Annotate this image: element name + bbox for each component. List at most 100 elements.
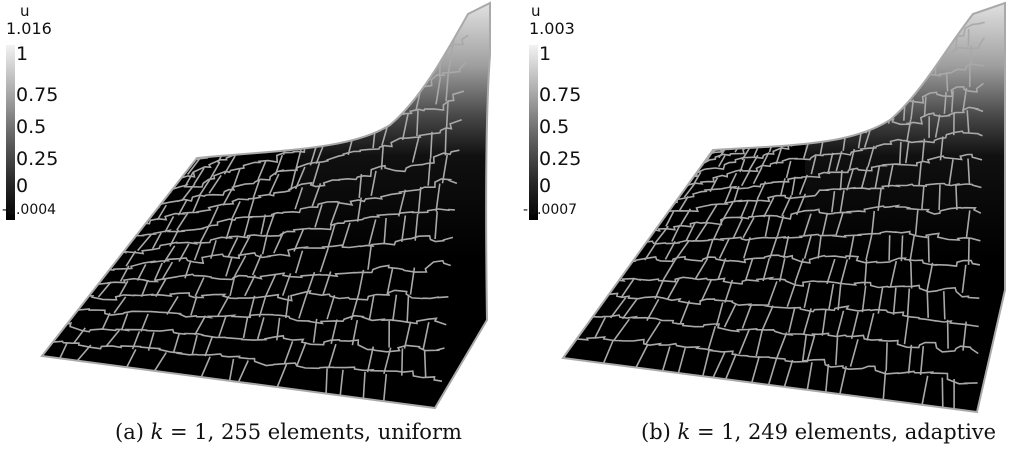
mesh-edge (386, 268, 394, 295)
mesh-edge (311, 183, 322, 207)
mesh-edge (644, 242, 657, 261)
mesh-edge (339, 369, 344, 396)
mesh-edge (309, 88, 318, 110)
mesh-edge (739, 158, 746, 173)
mesh-edge (848, 234, 855, 260)
mesh-edge (842, 80, 849, 94)
mesh-edge (97, 281, 112, 298)
mesh-edge (721, 202, 734, 221)
mesh-edge (918, 161, 922, 186)
mesh-edge (663, 258, 677, 280)
mesh-edge (882, 63, 889, 78)
mesh-edge (892, 287, 897, 315)
mesh-edge (871, 210, 876, 236)
mesh-edge (943, 291, 946, 320)
mesh-edge (961, 264, 967, 293)
mesh-edge (896, 58, 900, 72)
mesh-edge (723, 302, 737, 328)
mesh-edge (105, 329, 121, 348)
caption-text: , 255 elements, uniform (207, 420, 462, 444)
mesh-edge (406, 294, 410, 322)
mesh-edge (927, 235, 930, 263)
mesh-edge (330, 319, 338, 344)
mesh-edge (329, 201, 340, 226)
mesh-edge (252, 179, 261, 199)
mesh-edge (73, 327, 86, 344)
mesh-edge (914, 210, 919, 236)
mesh-edge (835, 104, 844, 121)
mesh-edge (806, 362, 813, 391)
mesh-edge (795, 193, 807, 216)
mesh-edge (200, 356, 211, 378)
mesh-edge (416, 110, 419, 137)
mesh-edge (395, 68, 403, 94)
mesh-edge (786, 281, 797, 307)
mesh-edge (273, 231, 285, 254)
mesh-edge (285, 295, 290, 319)
mesh-edge (397, 189, 407, 217)
mesh-edge (877, 187, 882, 211)
mesh-edge (172, 333, 180, 354)
colorbar-max: 1.016 (6, 19, 52, 38)
mesh-edge (602, 340, 614, 364)
mesh-edge (693, 171, 702, 185)
mesh-edge (718, 237, 731, 259)
mesh-edge (761, 305, 774, 331)
mesh-edge (733, 185, 740, 203)
mesh-edge (941, 377, 944, 408)
mesh-edge (909, 235, 915, 263)
mesh-edge (358, 174, 363, 198)
mesh-edge (263, 109, 276, 130)
mesh-edge (874, 165, 881, 189)
colorbar-tick: 0.25 (16, 148, 59, 170)
mesh-edge (802, 141, 810, 159)
mesh-edge (232, 168, 241, 187)
mesh-edge (923, 96, 927, 118)
mesh-edge (164, 216, 175, 233)
mesh-edge (681, 130, 983, 188)
mesh-edge (863, 95, 869, 113)
mesh-edge (193, 167, 205, 185)
mesh-edge (962, 87, 968, 112)
mesh-edge (967, 237, 970, 265)
mesh-edge (298, 92, 310, 115)
mesh-edge (359, 105, 367, 130)
mesh-edge (801, 334, 808, 362)
mesh-edge (756, 120, 763, 129)
mesh-edge (746, 129, 755, 140)
mesh-edge (327, 343, 337, 369)
mesh-edge (845, 90, 849, 103)
mesh-edge (392, 45, 402, 72)
mesh-edge (153, 118, 462, 209)
mesh-edge (441, 154, 448, 184)
mesh-edge (839, 366, 847, 395)
mesh-edge (878, 91, 883, 109)
mesh-edge (342, 110, 353, 136)
mesh-edge (384, 50, 392, 76)
mesh-edge (740, 169, 751, 187)
mesh-edge (435, 183, 441, 212)
colorbar-gradient (6, 45, 15, 220)
mesh-edge (218, 316, 227, 337)
colorbar-max: 1.003 (529, 19, 575, 38)
mesh-edge (281, 100, 295, 122)
mesh-edge (620, 277, 635, 299)
mesh-edge (864, 259, 868, 286)
mesh-edge (210, 240, 217, 259)
mesh-edge (792, 111, 797, 122)
mesh-edge (427, 158, 432, 186)
mesh-edge (327, 224, 336, 249)
mesh-edge (850, 311, 859, 339)
caption-label: (a) (115, 420, 144, 444)
mesh-edge (724, 279, 734, 303)
mesh-edge (281, 273, 292, 296)
mesh-edge (386, 96, 391, 121)
mesh-edge (266, 212, 276, 234)
mesh-edge (434, 211, 438, 240)
mesh-edge (140, 279, 149, 297)
mesh-edge (256, 317, 265, 340)
caption-k-value: 1 (194, 420, 208, 444)
mesh-edge (950, 90, 954, 113)
mesh-edge (910, 99, 915, 120)
mesh-edge (298, 295, 308, 319)
